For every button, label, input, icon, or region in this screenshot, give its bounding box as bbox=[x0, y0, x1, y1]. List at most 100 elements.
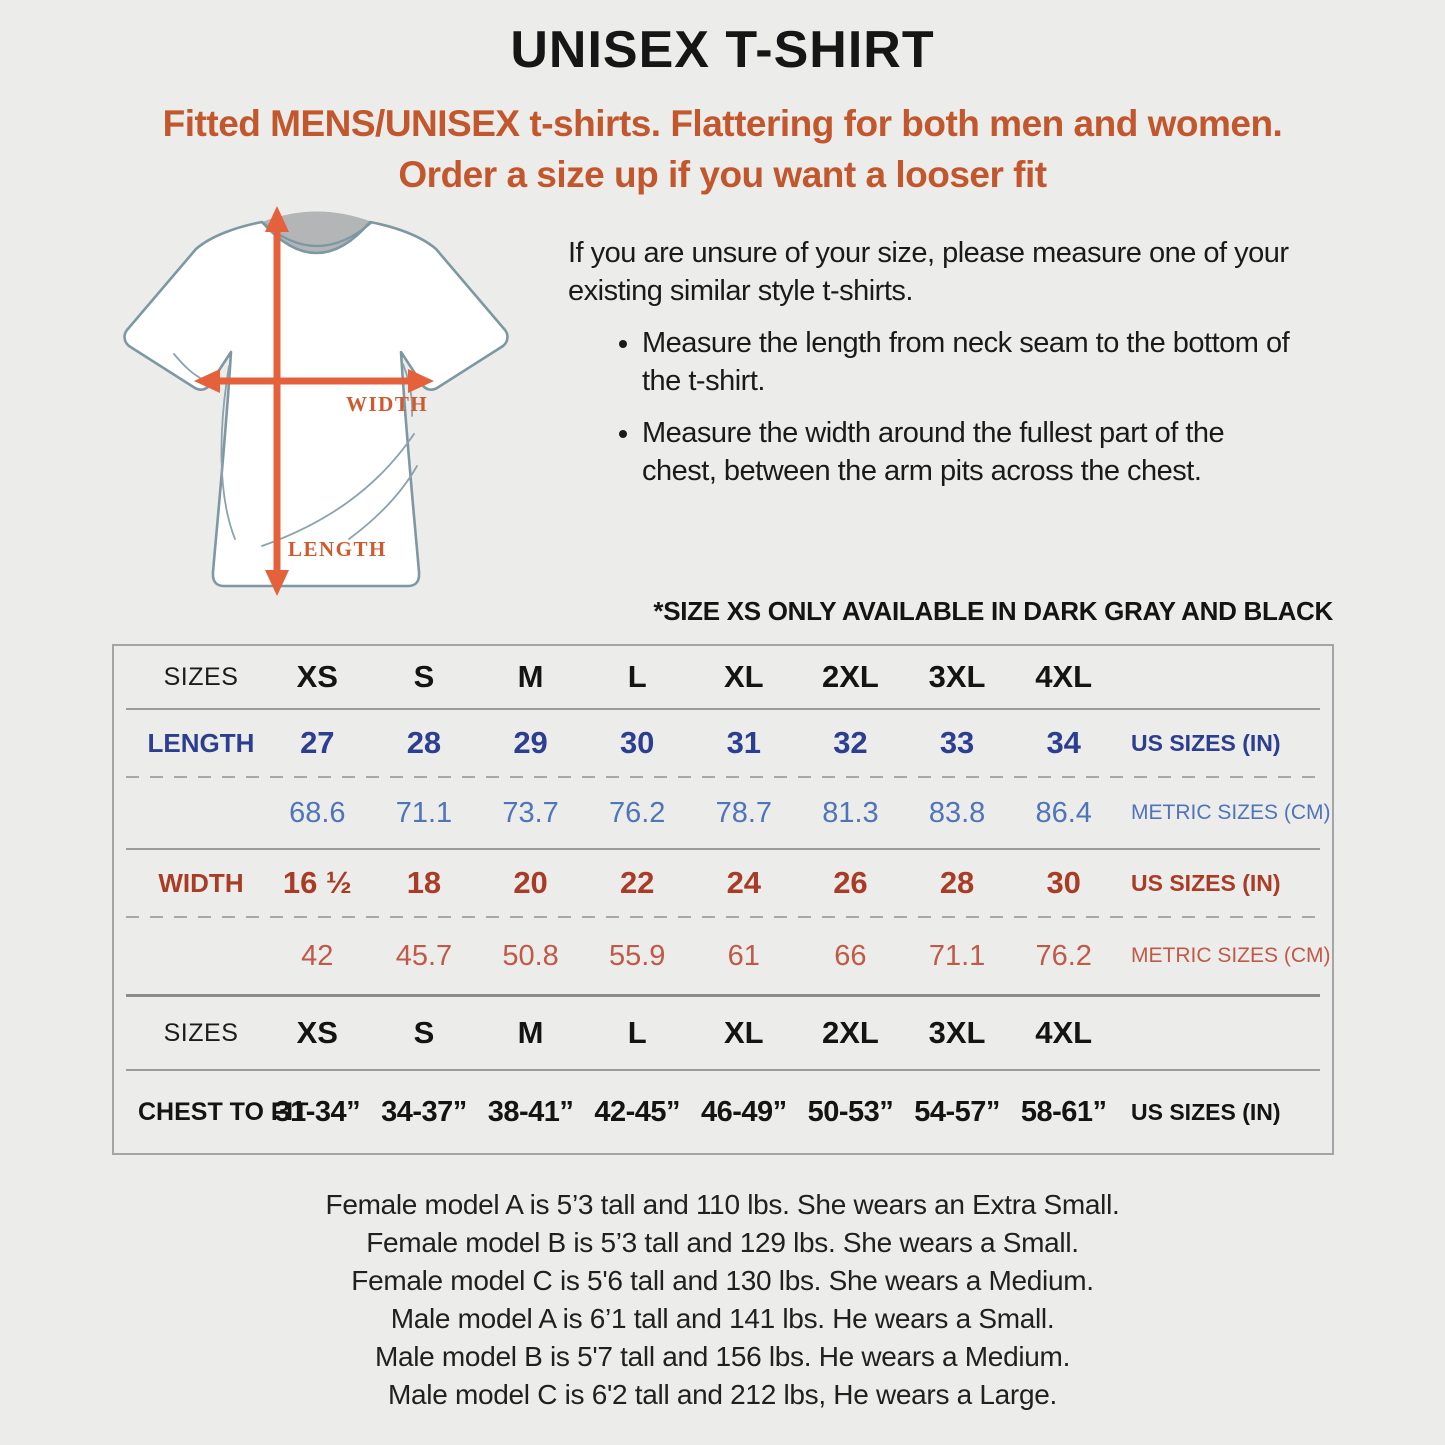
xs-availability-note: *SIZE XS ONLY AVAILABLE IN DARK GRAY AND… bbox=[653, 596, 1333, 626]
size-header-cell: L bbox=[627, 1015, 647, 1050]
size-header-cell: M bbox=[517, 659, 544, 694]
width-us-row: WIDTH 16 ½ 18 20 22 24 26 28 30 US SIZES… bbox=[114, 850, 1332, 916]
width-us-cell: 30 bbox=[1046, 865, 1081, 900]
width-cm-cell: 71.1 bbox=[928, 939, 986, 972]
sizes-header-row-2: SIZES XS S M L XL 2XL 3XL 4XL bbox=[114, 997, 1332, 1069]
size-header-cell: 4XL bbox=[1035, 1015, 1093, 1050]
length-cm-cell: 73.7 bbox=[502, 796, 559, 829]
divider-dashed bbox=[126, 776, 1320, 778]
width-us-unit-label: US SIZES (IN) bbox=[1131, 869, 1281, 896]
divider-solid bbox=[126, 1069, 1320, 1071]
width-cm-unit-label: METRIC SIZES (CM) bbox=[1131, 944, 1331, 967]
width-us-cell: 16 ½ bbox=[282, 865, 352, 900]
sizes-row-label: SIZES bbox=[163, 1018, 239, 1047]
width-metric-row: 42 45.7 50.8 55.9 61 66 71.1 76.2 METRIC… bbox=[114, 918, 1332, 994]
size-header-cell: 4XL bbox=[1035, 659, 1093, 694]
width-cm-cell: 50.8 bbox=[502, 939, 559, 972]
length-cm-cell: 71.1 bbox=[395, 796, 453, 829]
size-header-cell: 2XL bbox=[822, 659, 879, 694]
divider-dashed bbox=[126, 916, 1320, 918]
length-us-row: LENGTH 27 28 29 30 31 32 33 34 US SIZES … bbox=[114, 710, 1332, 776]
width-us-cell: 22 bbox=[619, 865, 655, 900]
size-header-cell: 3XL bbox=[928, 659, 986, 694]
length-us-cell: 31 bbox=[726, 725, 762, 760]
chest-to-fit-row: CHEST TO FIT 31-34” 34-37” 38-41” 42-45”… bbox=[114, 1071, 1332, 1153]
length-us-cell: 27 bbox=[300, 725, 335, 760]
divider-thick bbox=[126, 994, 1320, 997]
size-header-cell: S bbox=[413, 1015, 435, 1050]
width-cm-cell: 45.7 bbox=[395, 939, 453, 972]
measuring-instructions: If you are unsure of your size, please m… bbox=[568, 234, 1374, 504]
chest-cell: 31-34” bbox=[274, 1095, 361, 1128]
page-subtitle: Fitted MENS/UNISEX t-shirts. Flattering … bbox=[0, 98, 1445, 200]
length-arrow bbox=[265, 206, 289, 596]
size-header-cell: 2XL bbox=[822, 1015, 879, 1050]
length-arrow-label: LENGTH bbox=[288, 537, 387, 561]
width-us-cell: 28 bbox=[939, 865, 975, 900]
length-cm-cell: 83.8 bbox=[928, 796, 986, 829]
length-row-label: LENGTH bbox=[147, 727, 255, 758]
fold-line-diagonal-2 bbox=[348, 465, 418, 540]
width-cm-cell: 76.2 bbox=[1035, 939, 1092, 972]
size-header-cell: XS bbox=[296, 659, 338, 694]
length-cm-unit-label: METRIC SIZES (CM) bbox=[1131, 801, 1331, 824]
width-us-cell: 20 bbox=[513, 865, 548, 900]
chest-row-label: CHEST TO FIT bbox=[138, 1097, 309, 1126]
length-cm-cell: 76.2 bbox=[608, 796, 666, 829]
instruction-item-width: Measure the width around the fullest par… bbox=[642, 414, 1302, 490]
length-us-cell: 32 bbox=[833, 725, 868, 760]
width-cm-cell: 55.9 bbox=[608, 939, 666, 972]
fold-line-left bbox=[220, 365, 236, 540]
tshirt-outline bbox=[123, 220, 509, 588]
model-line: Male model C is 6'2 tall and 212 lbs, He… bbox=[388, 1379, 1057, 1410]
length-us-cell: 33 bbox=[939, 725, 975, 760]
length-us-cell: 29 bbox=[513, 725, 548, 760]
divider-solid bbox=[126, 848, 1320, 850]
chest-cell: 58-61” bbox=[1020, 1095, 1107, 1128]
size-header-cell: L bbox=[627, 659, 647, 694]
instructions-intro: If you are unsure of your size, please m… bbox=[568, 237, 1289, 307]
fold-line-diagonal bbox=[261, 433, 415, 547]
page-title: UNISEX T-SHIRT bbox=[510, 21, 935, 79]
chest-cell: 34-37” bbox=[381, 1095, 467, 1128]
size-header-cell: XL bbox=[724, 659, 764, 694]
model-line: Female model C is 5'6 tall and 130 lbs. … bbox=[351, 1265, 1094, 1296]
width-cm-cell: 61 bbox=[727, 939, 760, 972]
width-cm-cell: 42 bbox=[301, 939, 334, 972]
chest-cell: 38-41” bbox=[487, 1095, 574, 1128]
subtitle-line-1: Fitted MENS/UNISEX t-shirts. Flattering … bbox=[162, 103, 1283, 144]
model-reference-info: Female model A is 5’3 tall and 110 lbs. … bbox=[0, 1186, 1445, 1414]
width-row-label: WIDTH bbox=[158, 867, 244, 898]
length-cm-cell: 81.3 bbox=[822, 796, 879, 829]
size-header-cell: S bbox=[413, 659, 435, 694]
width-arrow bbox=[194, 369, 434, 393]
length-us-cell: 34 bbox=[1046, 725, 1081, 760]
instruction-item-length: Measure the length from neck seam to the… bbox=[642, 324, 1302, 400]
width-us-cell: 24 bbox=[726, 865, 762, 900]
chest-cell: 46-49” bbox=[700, 1095, 787, 1128]
length-us-cell: 28 bbox=[406, 725, 442, 760]
length-cm-cell: 68.6 bbox=[289, 796, 346, 829]
width-cm-cell: 66 bbox=[834, 939, 867, 972]
size-header-cell: XL bbox=[724, 1015, 764, 1050]
instructions-list: Measure the length from neck seam to the… bbox=[568, 324, 1374, 490]
tshirt-measurement-diagram: WIDTH LENGTH bbox=[112, 194, 516, 604]
sizes-row-label: SIZES bbox=[163, 662, 239, 691]
size-header-cell: XS bbox=[296, 1015, 338, 1050]
length-metric-row: 68.6 71.1 73.7 76.2 78.7 81.3 83.8 86.4 … bbox=[114, 778, 1332, 848]
chest-cell: 50-53” bbox=[807, 1095, 894, 1128]
length-us-unit-label: US SIZES (IN) bbox=[1131, 729, 1281, 756]
chest-unit-label: US SIZES (IN) bbox=[1131, 1098, 1281, 1125]
length-us-cell: 30 bbox=[619, 725, 655, 760]
width-arrow-label: WIDTH bbox=[346, 392, 428, 416]
tshirt-svg: WIDTH LENGTH bbox=[123, 206, 509, 596]
width-us-cell: 18 bbox=[406, 865, 442, 900]
length-cm-cell: 86.4 bbox=[1035, 796, 1092, 829]
subtitle-line-2: Order a size up if you want a looser fit bbox=[398, 154, 1047, 195]
chest-cell: 54-57” bbox=[914, 1095, 1000, 1128]
sizes-header-row: SIZES XS S M L XL 2XL 3XL 4XL bbox=[114, 646, 1332, 708]
model-line: Female model A is 5’3 tall and 110 lbs. … bbox=[325, 1189, 1120, 1220]
width-us-cell: 26 bbox=[833, 865, 868, 900]
model-line: Male model B is 5'7 tall and 156 lbs. He… bbox=[374, 1341, 1071, 1372]
chest-cell: 42-45” bbox=[594, 1095, 681, 1128]
